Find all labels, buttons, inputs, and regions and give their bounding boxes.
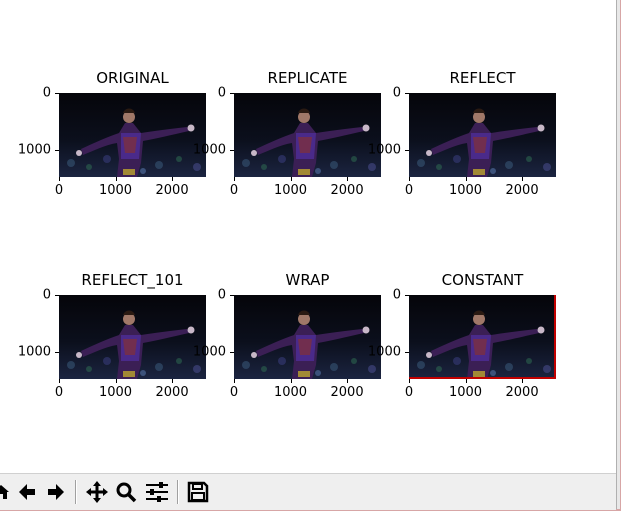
window-right-border (616, 0, 621, 511)
axes-image (409, 93, 556, 177)
x-tick-mark (347, 379, 349, 383)
save-button[interactable] (185, 479, 211, 505)
x-tick-label: 0 (404, 183, 414, 198)
x-tick-mark (522, 379, 524, 383)
y-tick-mark (230, 149, 234, 151)
x-tick-mark (409, 177, 410, 181)
x-tick-label: 0 (404, 385, 414, 400)
x-tick-mark (115, 177, 117, 181)
x-tick-label: 1000 (448, 183, 483, 198)
sliders-icon (146, 482, 168, 502)
floppy-disk-icon (187, 481, 209, 503)
x-tick-mark (59, 177, 60, 181)
x-tick-mark (290, 177, 292, 181)
zoom-button[interactable] (113, 479, 139, 505)
subplot-title: REFLECT (449, 69, 516, 87)
y-tick-mark (230, 93, 234, 94)
x-tick-label: 1000 (273, 183, 308, 198)
x-tick-mark (409, 379, 410, 383)
y-tick-label: 0 (42, 287, 51, 303)
image-thumbnail (234, 295, 381, 379)
toolbar-separator (177, 480, 179, 504)
x-tick-mark (234, 177, 235, 181)
x-tick-label: 2000 (505, 183, 539, 198)
x-tick-mark (115, 379, 117, 383)
x-tick-label: 0 (54, 183, 64, 198)
x-tick-mark (234, 379, 235, 383)
x-tick-label: 2000 (505, 385, 539, 400)
subplot-title: REFLECT_101 (81, 271, 184, 289)
arrow-right-icon (48, 484, 64, 500)
y-tick-mark (405, 295, 409, 296)
image-thumbnail (59, 295, 206, 379)
y-tick-label: 1000 (192, 344, 226, 360)
x-tick-mark (172, 177, 174, 181)
y-tick-label: 0 (42, 85, 51, 101)
magnifier-icon (116, 482, 137, 503)
subplot-title: ORIGINAL (96, 69, 169, 87)
x-tick-label: 2000 (155, 183, 189, 198)
subplot-title: CONSTANT (441, 271, 524, 289)
move-icon (86, 481, 108, 503)
x-tick-label: 1000 (98, 385, 133, 400)
window-bottom-border (0, 509, 621, 511)
axes-image (409, 295, 556, 379)
y-tick-mark (55, 93, 59, 94)
y-tick-mark (405, 351, 409, 353)
x-tick-label: 1000 (98, 183, 133, 198)
axes-image (234, 93, 381, 177)
image-thumbnail (59, 93, 206, 177)
y-tick-mark (55, 295, 59, 296)
x-tick-label: 2000 (330, 385, 364, 400)
x-tick-mark (522, 177, 524, 181)
y-tick-label: 1000 (17, 142, 51, 158)
y-tick-label: 0 (217, 85, 226, 101)
x-tick-label: 0 (229, 385, 239, 400)
axes-image (59, 295, 206, 379)
image-thumbnail (409, 93, 556, 177)
y-tick-label: 1000 (192, 142, 226, 158)
y-tick-mark (55, 149, 59, 151)
x-tick-label: 0 (229, 183, 239, 198)
x-tick-mark (465, 177, 467, 181)
axes-image (59, 93, 206, 177)
y-tick-mark (55, 351, 59, 353)
subplot-title: WRAP (285, 271, 330, 289)
y-tick-label: 1000 (17, 344, 51, 360)
configure-subplots-button[interactable] (144, 479, 170, 505)
axes-image (234, 295, 381, 379)
navigation-toolbar (0, 473, 616, 510)
image-thumbnail (234, 93, 381, 177)
x-tick-mark (465, 379, 467, 383)
subplot-title: REPLICATE (267, 69, 348, 87)
x-tick-label: 2000 (330, 183, 364, 198)
x-tick-label: 1000 (273, 385, 308, 400)
image-thumbnail (409, 295, 556, 379)
x-tick-label: 2000 (155, 385, 189, 400)
y-tick-label: 0 (392, 287, 401, 303)
x-tick-label: 0 (54, 385, 64, 400)
y-tick-mark (230, 351, 234, 353)
y-tick-label: 1000 (367, 344, 401, 360)
toolbar-separator (75, 480, 77, 504)
x-tick-mark (290, 379, 292, 383)
y-tick-label: 1000 (367, 142, 401, 158)
y-tick-mark (405, 149, 409, 151)
y-tick-mark (230, 295, 234, 296)
y-tick-label: 0 (392, 85, 401, 101)
y-tick-mark (405, 93, 409, 94)
arrow-left-icon (19, 484, 35, 500)
x-tick-mark (59, 379, 60, 383)
pan-button[interactable] (84, 479, 110, 505)
home-button[interactable] (0, 479, 14, 505)
x-tick-mark (347, 177, 349, 181)
x-tick-label: 1000 (448, 385, 483, 400)
back-button[interactable] (14, 479, 40, 505)
y-tick-label: 0 (217, 287, 226, 303)
home-icon (0, 485, 9, 499)
x-tick-mark (172, 379, 174, 383)
forward-button[interactable] (43, 479, 69, 505)
